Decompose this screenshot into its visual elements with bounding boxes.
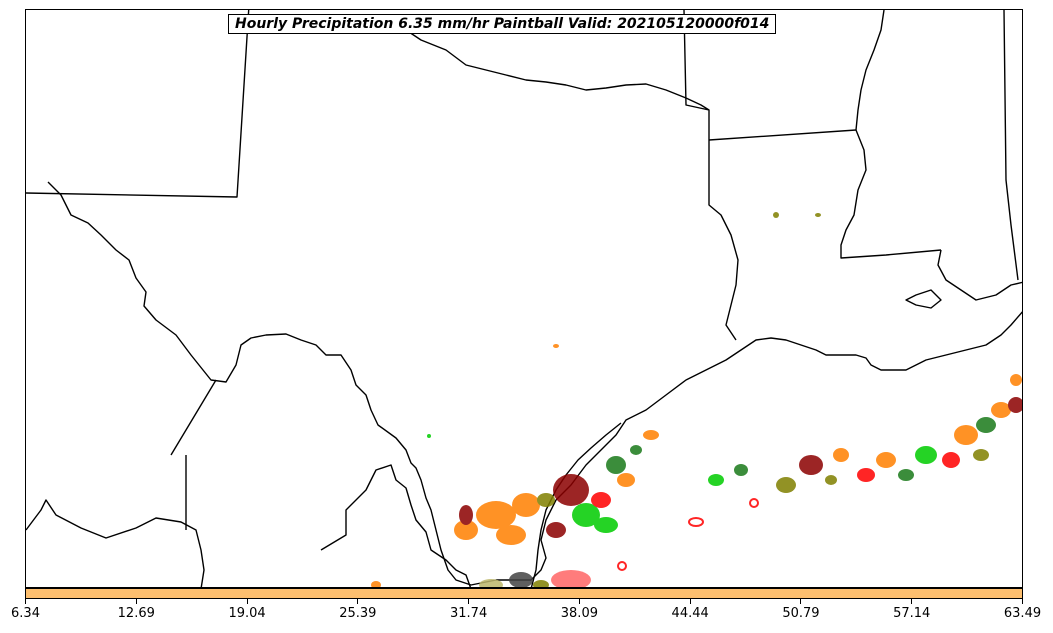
precip-blob: [825, 475, 837, 485]
precip-blob: [776, 477, 796, 493]
louisiana-coast: [937, 249, 1022, 301]
precip-blob: [617, 473, 635, 487]
texas-outline: [47, 181, 1022, 586]
colorbar-tick-label: 63.49: [1003, 606, 1042, 621]
mexico-state-border-3: [320, 464, 472, 587]
colorbar-tick: [25, 599, 26, 604]
precip-blob: [427, 434, 431, 438]
precip-blob: [533, 580, 549, 587]
precip-blob: [512, 493, 540, 517]
mexico-state-border-1: [170, 379, 217, 456]
precip-blob: [454, 520, 478, 540]
precip-blob: [976, 417, 996, 433]
precip-blob: [815, 213, 821, 217]
map-panel: [25, 9, 1023, 588]
colorbar-tick-label: 50.79: [782, 606, 820, 621]
precip-blob: [551, 570, 591, 587]
map-canvas: [26, 10, 1022, 587]
precip-blob: [734, 464, 748, 476]
precip-blob: [479, 579, 503, 587]
precip-blob: [857, 468, 875, 482]
precip-blob: [1010, 374, 1022, 386]
precip-blob: [688, 517, 704, 527]
precip-blob: [553, 344, 559, 348]
precip-blob: [496, 525, 526, 545]
colorbar-tick: [1022, 599, 1023, 604]
colorbar-tick: [246, 599, 248, 604]
precip-blob: [991, 402, 1011, 418]
precip-blob: [537, 493, 555, 507]
colorbar-tick-label: 57.14: [893, 606, 931, 621]
precip-blob: [1008, 397, 1022, 413]
precip-blob: [643, 430, 659, 440]
colorbar-tick: [468, 599, 470, 604]
colorbar-tick-label: 6.34: [11, 606, 40, 621]
precip-blob: [591, 492, 611, 508]
texas-louisiana-border: [683, 10, 739, 341]
colorbar-tick: [357, 599, 359, 604]
precip-blob: [773, 212, 779, 218]
mississippi-river: [840, 129, 942, 259]
precip-blob: [572, 503, 600, 527]
precip-blob: [799, 455, 823, 475]
precip-blob: [606, 456, 626, 474]
precip-blob: [749, 498, 759, 508]
alabama-border: [1003, 10, 1019, 281]
colorbar-tick-label: 12.69: [117, 606, 155, 621]
precip-blob: [617, 561, 627, 571]
colorbar-tick-label: 38.09: [560, 606, 598, 621]
state-border-north: [26, 10, 250, 198]
precip-blob: [553, 474, 589, 506]
precip-blob: [973, 449, 989, 461]
precip-blob: [915, 446, 937, 464]
colorbar-tick: [911, 599, 913, 604]
precip-blob: [630, 445, 642, 455]
precip-blob: [833, 448, 849, 462]
precip-blob: [708, 474, 724, 486]
colorbar-tick: [800, 599, 802, 604]
colorbar-tick-label: 19.04: [228, 606, 266, 621]
precip-blob: [371, 581, 381, 587]
precip-blob: [876, 452, 896, 468]
colorbar-tick-label: 31.74: [450, 606, 488, 621]
precip-blob: [942, 452, 960, 468]
colorbar: [25, 588, 1023, 599]
precip-blob: [954, 425, 978, 445]
precip-blob: [594, 517, 618, 533]
mexico-border-west: [26, 499, 205, 587]
colorbar-tick: [689, 599, 691, 604]
red-river-border: [405, 29, 710, 111]
precip-blob: [459, 505, 473, 525]
colorbar-tick-label: 44.44: [671, 606, 709, 621]
precip-blob: [546, 522, 566, 538]
lake-pontchartrain: [905, 289, 942, 309]
precip-blob: [898, 469, 914, 481]
map-title: Hourly Precipitation 6.35 mm/hr Paintbal…: [228, 14, 777, 34]
mississippi-border: [855, 10, 885, 131]
colorbar-tick-label: 25.39: [339, 606, 377, 621]
precipitation-paintballs: [371, 212, 1022, 587]
colorbar-tick: [578, 599, 580, 604]
arkansas-louisiana-border: [708, 129, 857, 141]
colorbar-tick: [135, 599, 137, 604]
precip-blob: [509, 572, 533, 587]
precip-blob: [476, 501, 516, 529]
